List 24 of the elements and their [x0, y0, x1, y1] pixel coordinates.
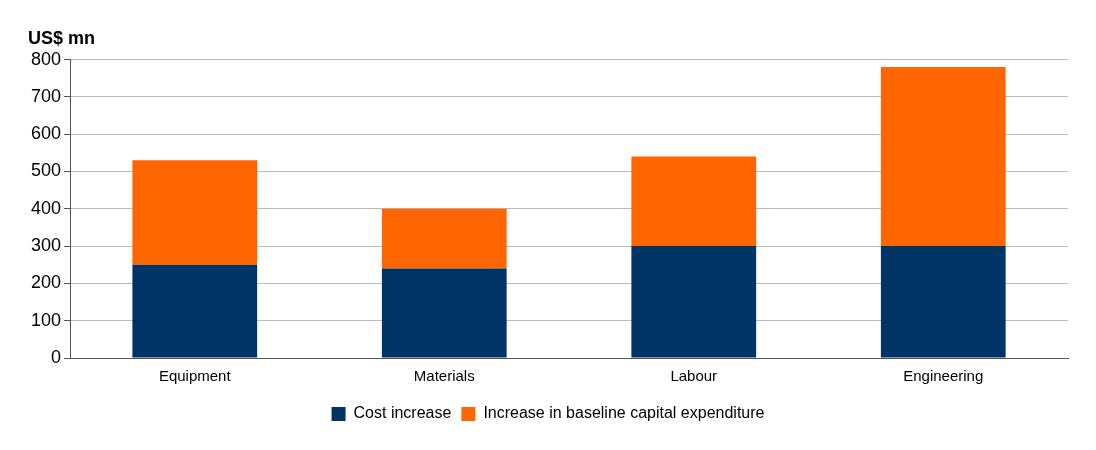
y-tick-label: 200 [30, 272, 62, 293]
bar [631, 246, 757, 358]
bar [132, 160, 258, 265]
x-tick-label: Engineering [903, 367, 984, 385]
bar [381, 268, 507, 358]
bar [631, 156, 757, 247]
legend-label: Increase in baseline capital expenditure [483, 404, 765, 422]
bar [880, 246, 1006, 358]
y-tick-label: 400 [30, 197, 62, 218]
y-axis-title: US$ mn [28, 27, 96, 48]
x-tick-label: Equipment [158, 367, 232, 385]
y-tick-label: 300 [30, 235, 62, 256]
x-tick-label: Materials [413, 367, 475, 385]
bar [132, 264, 258, 358]
y-tick-label: 500 [30, 160, 62, 181]
bar [381, 208, 507, 269]
x-tick-label: Labour [670, 367, 718, 385]
y-tick-label: 0 [51, 346, 62, 367]
bar [880, 67, 1006, 247]
y-tick-label: 100 [30, 309, 62, 330]
y-tick-label: 800 [30, 48, 62, 69]
legend-label: Cost increase [353, 404, 452, 422]
y-tick-label: 700 [30, 85, 62, 106]
y-tick-label: 600 [30, 123, 62, 144]
